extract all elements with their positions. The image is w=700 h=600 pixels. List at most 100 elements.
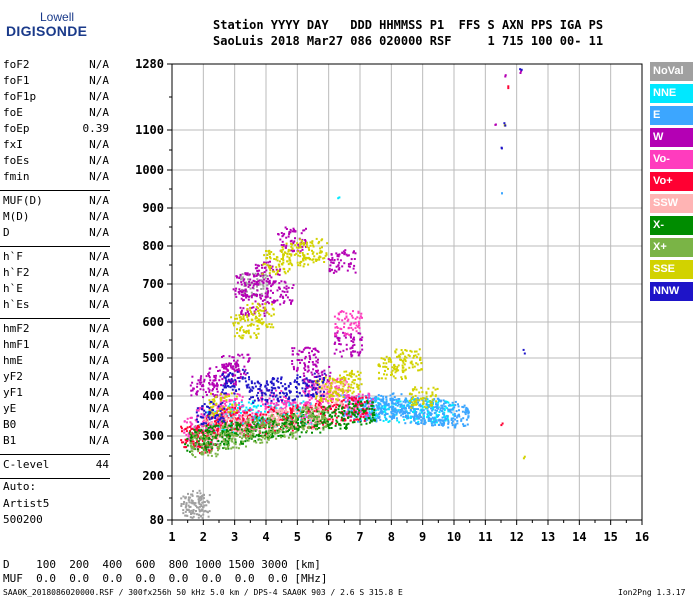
- data-point: [250, 408, 253, 411]
- data-point: [347, 412, 350, 415]
- data-point: [235, 424, 238, 427]
- data-point: [357, 377, 360, 380]
- data-point: [283, 403, 285, 406]
- data-point: [197, 450, 200, 453]
- data-point: [328, 396, 331, 399]
- data-point: [291, 264, 294, 267]
- data-point: [236, 328, 238, 331]
- data-point: [219, 398, 222, 401]
- data-point: [342, 310, 345, 313]
- data-point: [190, 493, 193, 496]
- data-point: [236, 276, 238, 279]
- data-point: [278, 270, 281, 272]
- data-point: [299, 419, 302, 422]
- data-point: [364, 403, 367, 406]
- data-point: [235, 434, 238, 437]
- data-point: [431, 393, 434, 396]
- data-point: [238, 394, 241, 397]
- data-point: [455, 416, 458, 419]
- data-point: [339, 382, 342, 385]
- data-point: [221, 396, 224, 399]
- data-point: [304, 402, 307, 405]
- data-point: [311, 252, 314, 255]
- data-point: [189, 439, 192, 442]
- data-point: [467, 411, 470, 414]
- data-point: [215, 422, 217, 424]
- data-point: [245, 281, 248, 284]
- data-point: [280, 293, 283, 296]
- data-point: [362, 409, 365, 412]
- data-point: [285, 423, 288, 426]
- data-point: [345, 382, 348, 385]
- data-point: [314, 258, 317, 261]
- data-point: [309, 356, 311, 359]
- data-point: [261, 299, 264, 302]
- data-point: [214, 420, 217, 423]
- data-point: [255, 416, 258, 419]
- data-point: [390, 371, 393, 374]
- data-point: [288, 258, 291, 261]
- data-point: [284, 400, 286, 403]
- data-point: [346, 374, 349, 377]
- data-point: [290, 239, 293, 242]
- param-name: h`F2: [3, 266, 30, 279]
- data-point: [259, 434, 262, 437]
- data-point: [347, 403, 350, 406]
- data-point: [275, 266, 278, 269]
- data-point: [256, 324, 259, 327]
- data-point: [293, 253, 296, 256]
- data-point: [290, 249, 293, 252]
- data-point: [324, 417, 327, 419]
- data-point: [341, 417, 344, 420]
- data-point: [204, 430, 207, 432]
- data-point: [262, 413, 265, 416]
- data-point: [358, 401, 361, 404]
- data-point: [352, 402, 355, 405]
- data-point: [391, 400, 393, 403]
- data-point: [185, 433, 188, 436]
- data-point: [318, 240, 321, 243]
- data-point: [235, 364, 238, 367]
- data-point: [181, 430, 183, 433]
- data-point: [417, 408, 420, 411]
- data-point: [239, 328, 242, 331]
- data-point: [306, 379, 309, 382]
- data-point: [241, 430, 244, 433]
- data-point: [393, 402, 396, 405]
- data-point: [460, 419, 463, 422]
- data-point: [269, 410, 272, 413]
- param-value: N/A: [89, 386, 109, 399]
- param-name: yE: [3, 402, 17, 415]
- data-point: [319, 419, 322, 422]
- data-point: [300, 431, 303, 434]
- data-point: [317, 403, 320, 406]
- data-point: [250, 322, 253, 325]
- data-point: [280, 434, 283, 437]
- logo-digisonde: DIGISONDE: [6, 23, 88, 39]
- data-point: [315, 402, 318, 405]
- data-point: [426, 413, 429, 416]
- data-point: [340, 328, 343, 331]
- data-point: [292, 422, 295, 424]
- data-point: [286, 296, 289, 299]
- data-point: [292, 227, 295, 230]
- data-point: [411, 401, 414, 404]
- data-point: [353, 411, 356, 414]
- data-point: [303, 403, 306, 406]
- data-point: [242, 435, 245, 438]
- data-point: [250, 281, 253, 284]
- data-point: [260, 411, 262, 414]
- data-point: [213, 375, 216, 377]
- data-point: [334, 387, 337, 390]
- data-point: [222, 406, 225, 408]
- data-point: [262, 403, 264, 406]
- data-point: [283, 300, 286, 303]
- data-point: [341, 319, 344, 322]
- data-point: [452, 404, 455, 406]
- data-point: [318, 404, 321, 407]
- data-point: [228, 355, 231, 358]
- data-point: [272, 398, 275, 401]
- data-point: [287, 415, 290, 418]
- data-point: [359, 415, 362, 418]
- data-point: [382, 419, 385, 422]
